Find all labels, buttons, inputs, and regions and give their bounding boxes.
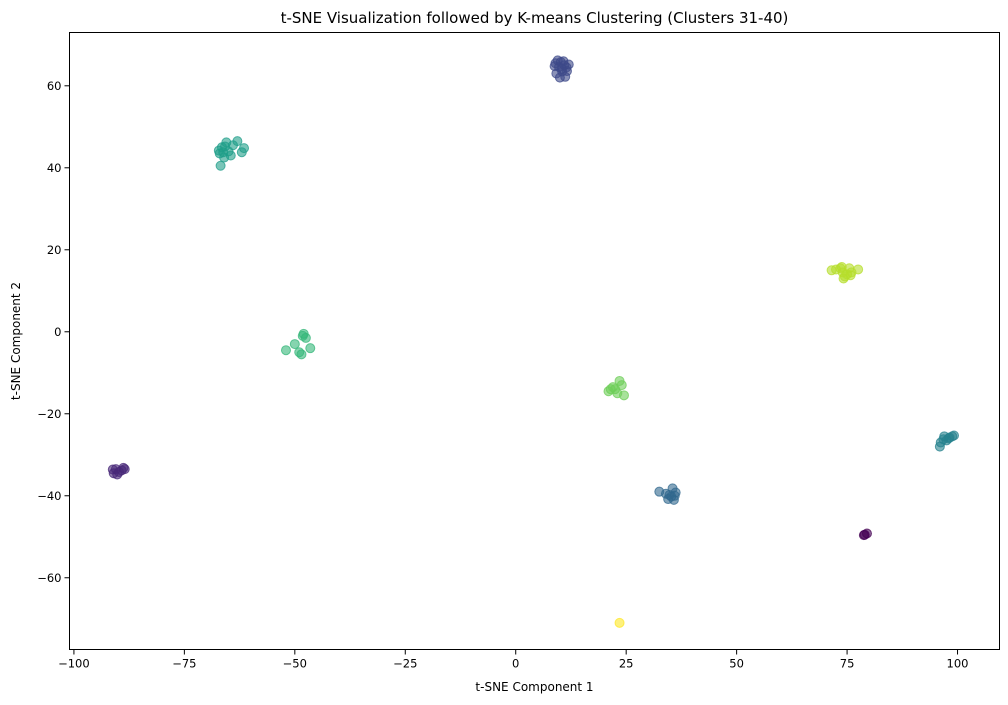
x-tick-label-25: 25 — [619, 657, 634, 671]
y-tick-label--40: −40 — [37, 489, 61, 503]
x-tick-label-0: 0 — [512, 657, 519, 671]
y-tick-label--20: −20 — [37, 407, 61, 421]
data-point-cluster-37-6 — [294, 347, 305, 358]
y-axis-label: t-SNE Component 2 — [9, 282, 23, 400]
data-point-cluster-40-0 — [614, 617, 625, 628]
x-tick-label--50: −50 — [283, 657, 307, 671]
y-tick-label-0: 0 — [54, 325, 61, 339]
data-point-cluster-35-8 — [948, 430, 959, 441]
x-axis-ticks: −100 −75 −50 −25 0 25 50 75 100 — [58, 649, 969, 671]
x-tick-label--100: −100 — [58, 657, 90, 671]
y-tick-label--60: −60 — [37, 571, 61, 585]
y-axis-ticks: −60 −40 −20 0 20 40 60 — [37, 79, 70, 585]
data-point-cluster-36-13 — [220, 141, 231, 152]
y-tick-label-20: 20 — [47, 243, 62, 257]
data-point-cluster-38-5 — [618, 390, 629, 401]
x-tick-label-50: 50 — [729, 657, 744, 671]
x-tick-label-100: 100 — [947, 657, 969, 671]
x-axis-label: t-SNE Component 1 — [475, 680, 593, 694]
data-point-cluster-39-11 — [836, 262, 847, 272]
data-point-cluster-39-8 — [853, 264, 864, 275]
data-point-cluster-31-2 — [858, 530, 869, 541]
data-point-cluster-39-10 — [845, 270, 856, 281]
data-point-cluster-32-7 — [107, 464, 118, 475]
x-tick-label--25: −25 — [393, 657, 417, 671]
data-point-cluster-33-14 — [556, 63, 567, 74]
chart-title: t-SNE Visualization followed by K-means … — [281, 9, 789, 27]
points-layer — [107, 55, 959, 628]
x-tick-label--75: −75 — [172, 657, 196, 671]
plot-frame — [69, 32, 1000, 650]
data-point-cluster-36-8 — [215, 160, 226, 171]
data-point-cluster-37-3 — [289, 339, 300, 350]
data-point-cluster-37-2 — [305, 343, 316, 354]
data-point-cluster-32-6 — [119, 464, 130, 475]
x-tick-label-75: 75 — [840, 657, 855, 671]
data-point-cluster-38-7 — [605, 384, 616, 395]
data-point-cluster-34-8 — [664, 489, 675, 500]
y-tick-label-60: 60 — [47, 79, 62, 93]
data-point-cluster-36-5 — [236, 147, 247, 158]
data-point-cluster-37-4 — [280, 345, 291, 356]
y-tick-label-40: 40 — [47, 161, 62, 175]
data-point-cluster-37-7 — [297, 330, 308, 341]
